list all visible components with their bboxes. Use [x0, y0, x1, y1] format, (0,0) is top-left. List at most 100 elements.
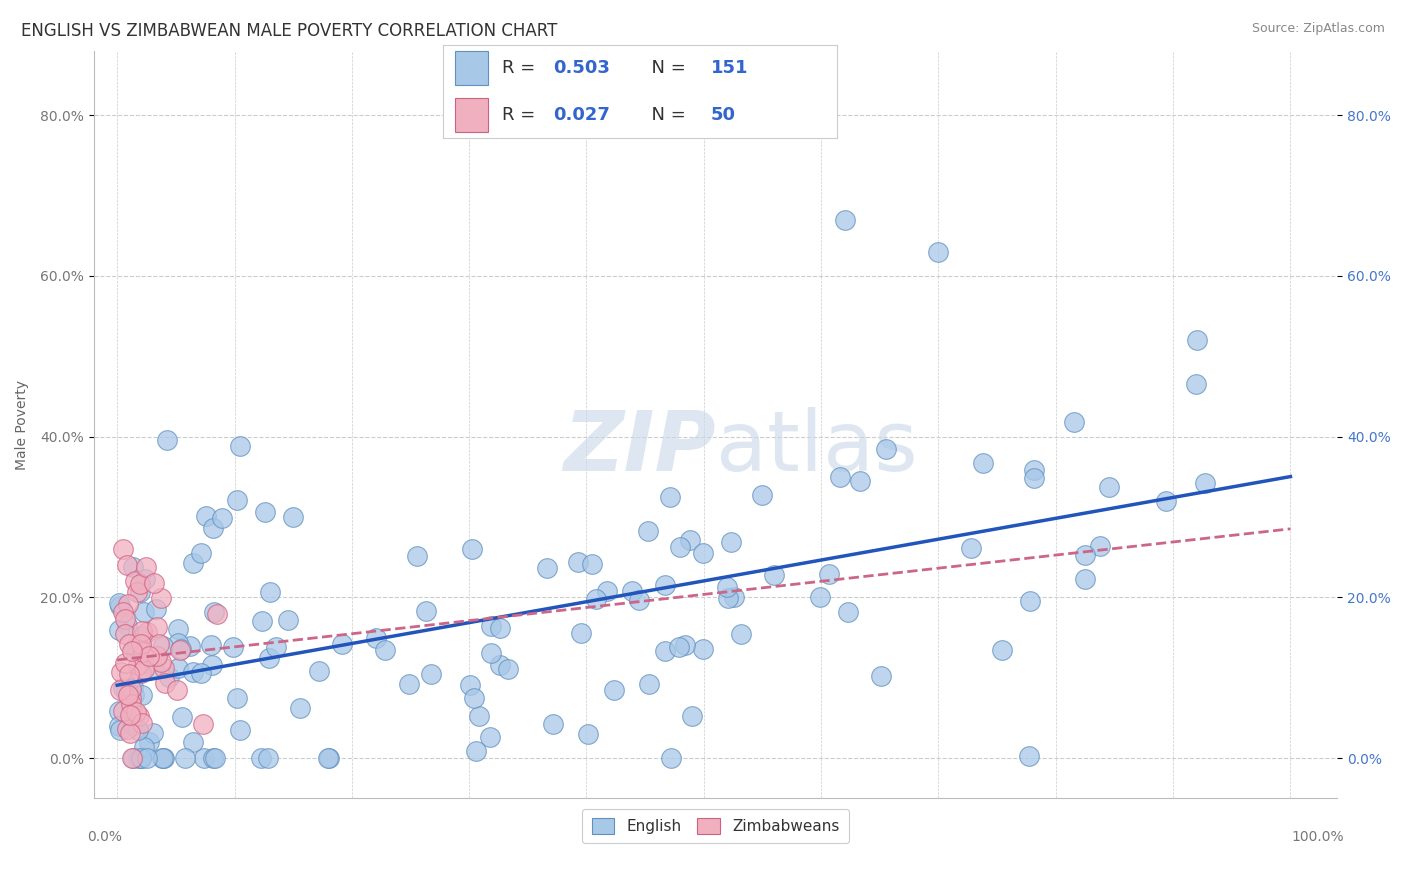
Point — [253, 504, 276, 518]
Point — [266, 640, 288, 654]
Text: 0.503: 0.503 — [553, 59, 610, 77]
Point — [131, 624, 153, 639]
Point — [129, 751, 152, 765]
Point — [1088, 539, 1111, 553]
Point — [1154, 494, 1177, 508]
Text: ZIP: ZIP — [562, 407, 716, 488]
Point — [659, 490, 682, 504]
Point — [226, 691, 249, 706]
Point — [115, 618, 138, 632]
Point — [183, 665, 205, 679]
Point — [720, 534, 742, 549]
Point — [875, 442, 897, 457]
Point — [627, 592, 650, 607]
Point — [122, 751, 145, 765]
Point — [190, 546, 212, 560]
Point — [283, 509, 305, 524]
Point — [111, 704, 134, 718]
Point — [111, 681, 134, 695]
Point — [991, 642, 1014, 657]
Point — [581, 557, 603, 571]
Point — [751, 488, 773, 502]
Point — [129, 751, 152, 765]
Y-axis label: Male Poverty: Male Poverty — [15, 380, 30, 469]
Point — [115, 683, 138, 698]
Point — [122, 560, 145, 574]
Point — [125, 636, 148, 650]
Point — [673, 638, 696, 652]
Point — [127, 723, 149, 737]
Point — [153, 661, 176, 675]
Point — [1074, 548, 1097, 562]
Text: 100.0%: 100.0% — [1291, 830, 1344, 844]
Point — [250, 614, 273, 628]
Point — [468, 709, 491, 723]
Point — [170, 642, 193, 657]
Point — [110, 599, 132, 614]
Text: ENGLISH VS ZIMBABWEAN MALE POVERTY CORRELATION CHART: ENGLISH VS ZIMBABWEAN MALE POVERTY CORRE… — [21, 22, 557, 40]
Point — [142, 726, 165, 740]
Point — [250, 751, 273, 765]
Point — [120, 707, 142, 722]
Point — [818, 567, 841, 582]
Point — [730, 627, 752, 641]
Point — [692, 546, 714, 560]
Point — [681, 708, 703, 723]
FancyBboxPatch shape — [454, 51, 488, 85]
Point — [125, 705, 148, 719]
Point — [120, 690, 142, 705]
Point — [828, 470, 851, 484]
Point — [181, 735, 204, 749]
Point — [129, 576, 152, 591]
Point — [111, 605, 134, 619]
Text: R =: R = — [502, 106, 541, 124]
Point — [167, 660, 190, 674]
Point — [112, 542, 135, 557]
Point — [138, 648, 160, 663]
Point — [146, 648, 169, 663]
Point — [143, 662, 166, 676]
Point — [1098, 480, 1121, 494]
Text: N =: N = — [640, 59, 692, 77]
Point — [374, 642, 396, 657]
Point — [121, 644, 143, 658]
Point — [308, 664, 330, 678]
Point — [120, 681, 142, 696]
Text: Source: ZipAtlas.com: Source: ZipAtlas.com — [1251, 22, 1385, 36]
Point — [125, 585, 148, 599]
Point — [148, 637, 170, 651]
Point — [1185, 333, 1208, 347]
Point — [1194, 475, 1216, 490]
Point — [108, 683, 131, 698]
Point — [479, 646, 502, 660]
Point — [121, 705, 143, 719]
FancyBboxPatch shape — [454, 98, 488, 132]
Point — [107, 623, 129, 637]
Point — [202, 605, 225, 619]
Point — [136, 751, 159, 765]
Point — [122, 680, 145, 694]
Point — [115, 558, 138, 573]
Point — [498, 662, 520, 676]
Point — [1018, 749, 1040, 764]
Point — [419, 666, 441, 681]
Point — [145, 602, 167, 616]
Text: 0.0%: 0.0% — [87, 830, 122, 844]
Point — [201, 658, 224, 673]
Point — [122, 717, 145, 731]
Point — [458, 678, 481, 692]
Point — [478, 730, 501, 744]
Point — [156, 433, 179, 447]
Point — [131, 688, 153, 702]
Point — [152, 639, 174, 653]
Text: N =: N = — [640, 106, 692, 124]
Point — [638, 676, 661, 690]
Point — [118, 667, 141, 681]
Point — [398, 677, 420, 691]
Text: 50: 50 — [710, 106, 735, 124]
Point — [114, 627, 136, 641]
Point — [159, 670, 181, 684]
Point — [135, 625, 157, 640]
Point — [167, 636, 190, 650]
Point — [716, 580, 738, 594]
